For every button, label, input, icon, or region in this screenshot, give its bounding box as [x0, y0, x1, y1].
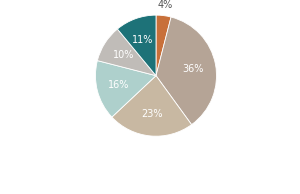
- Text: 16%: 16%: [108, 80, 130, 90]
- Text: 36%: 36%: [183, 63, 204, 74]
- Text: 4%: 4%: [157, 0, 172, 10]
- Text: 10%: 10%: [113, 50, 134, 60]
- Wedge shape: [156, 17, 217, 125]
- Wedge shape: [156, 15, 171, 76]
- Wedge shape: [112, 76, 192, 136]
- Text: 23%: 23%: [142, 109, 163, 119]
- Wedge shape: [117, 15, 156, 76]
- Wedge shape: [95, 61, 156, 117]
- Wedge shape: [98, 29, 156, 76]
- Text: 11%: 11%: [132, 35, 154, 45]
